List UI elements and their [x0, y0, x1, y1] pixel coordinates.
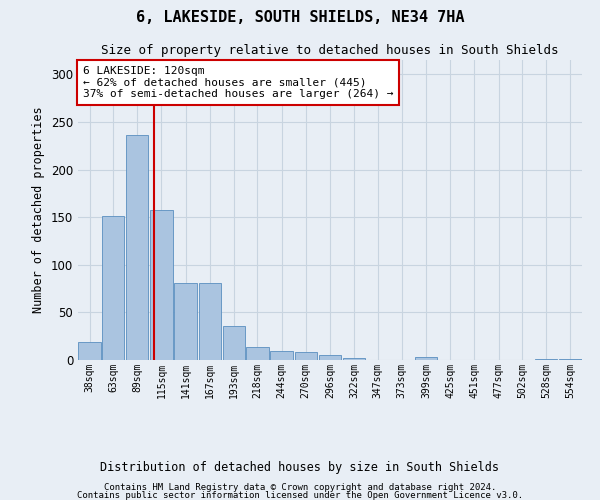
- Text: 6, LAKESIDE, SOUTH SHIELDS, NE34 7HA: 6, LAKESIDE, SOUTH SHIELDS, NE34 7HA: [136, 10, 464, 25]
- Bar: [102, 216, 124, 360]
- Bar: [126, 135, 148, 360]
- Bar: [319, 355, 341, 360]
- Bar: [343, 358, 365, 360]
- Bar: [223, 326, 245, 360]
- Bar: [199, 283, 221, 360]
- Y-axis label: Number of detached properties: Number of detached properties: [32, 106, 46, 314]
- Bar: [559, 359, 581, 360]
- Bar: [246, 346, 269, 360]
- Bar: [415, 357, 437, 360]
- Bar: [271, 352, 293, 360]
- Bar: [295, 352, 317, 360]
- Text: 6 LAKESIDE: 120sqm
← 62% of detached houses are smaller (445)
37% of semi-detach: 6 LAKESIDE: 120sqm ← 62% of detached hou…: [83, 66, 394, 99]
- Text: Distribution of detached houses by size in South Shields: Distribution of detached houses by size …: [101, 461, 499, 474]
- Bar: [150, 210, 173, 360]
- Bar: [175, 283, 197, 360]
- Text: Contains public sector information licensed under the Open Government Licence v3: Contains public sector information licen…: [77, 490, 523, 500]
- Text: Contains HM Land Registry data © Crown copyright and database right 2024.: Contains HM Land Registry data © Crown c…: [104, 483, 496, 492]
- Bar: [535, 359, 557, 360]
- Bar: [79, 342, 101, 360]
- Title: Size of property relative to detached houses in South Shields: Size of property relative to detached ho…: [101, 44, 559, 58]
